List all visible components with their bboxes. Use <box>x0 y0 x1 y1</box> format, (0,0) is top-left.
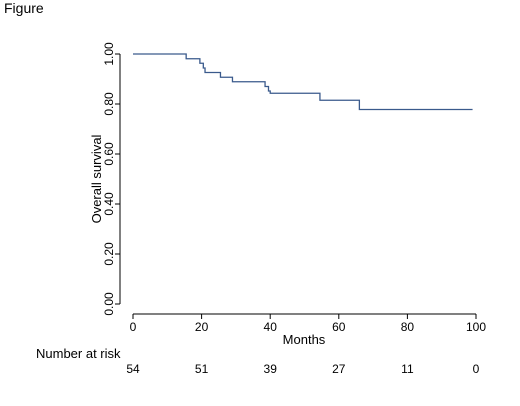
x-tick-label: 80 <box>401 320 415 334</box>
y-tick-label: 0.40 <box>102 192 116 216</box>
risk-count: 27 <box>332 362 346 376</box>
risk-table: 54 51 39 27 11 0 <box>126 362 479 376</box>
risk-count: 39 <box>264 362 278 376</box>
x-tick-label: 100 <box>466 320 486 334</box>
y-tick-label: 0.20 <box>102 242 116 266</box>
x-tick-label: 40 <box>264 320 278 334</box>
risk-count: 0 <box>473 362 480 376</box>
x-tick-label: 20 <box>195 320 209 334</box>
risk-table-label: Number at risk <box>36 346 121 361</box>
axis-ticks: 0 20 40 60 80 100 0.00 0.20 0.40 0.60 0.80 1.00 <box>102 42 486 334</box>
risk-count: 51 <box>195 362 209 376</box>
risk-count: 54 <box>126 362 140 376</box>
y-tick-label: 0.80 <box>102 92 116 116</box>
figure-label: Figure <box>4 0 44 16</box>
x-tick-label: 60 <box>332 320 346 334</box>
x-tick-label: 0 <box>130 320 137 334</box>
y-tick-label: 0.60 <box>102 142 116 166</box>
risk-count: 11 <box>401 362 414 376</box>
y-tick-label: 0.00 <box>102 292 116 316</box>
y-tick-label: 1.00 <box>102 42 116 66</box>
survival-curve <box>133 53 473 111</box>
series-group <box>133 53 473 111</box>
x-axis-label: Months <box>283 332 326 347</box>
y-axis-label: Overall survival <box>89 134 104 223</box>
